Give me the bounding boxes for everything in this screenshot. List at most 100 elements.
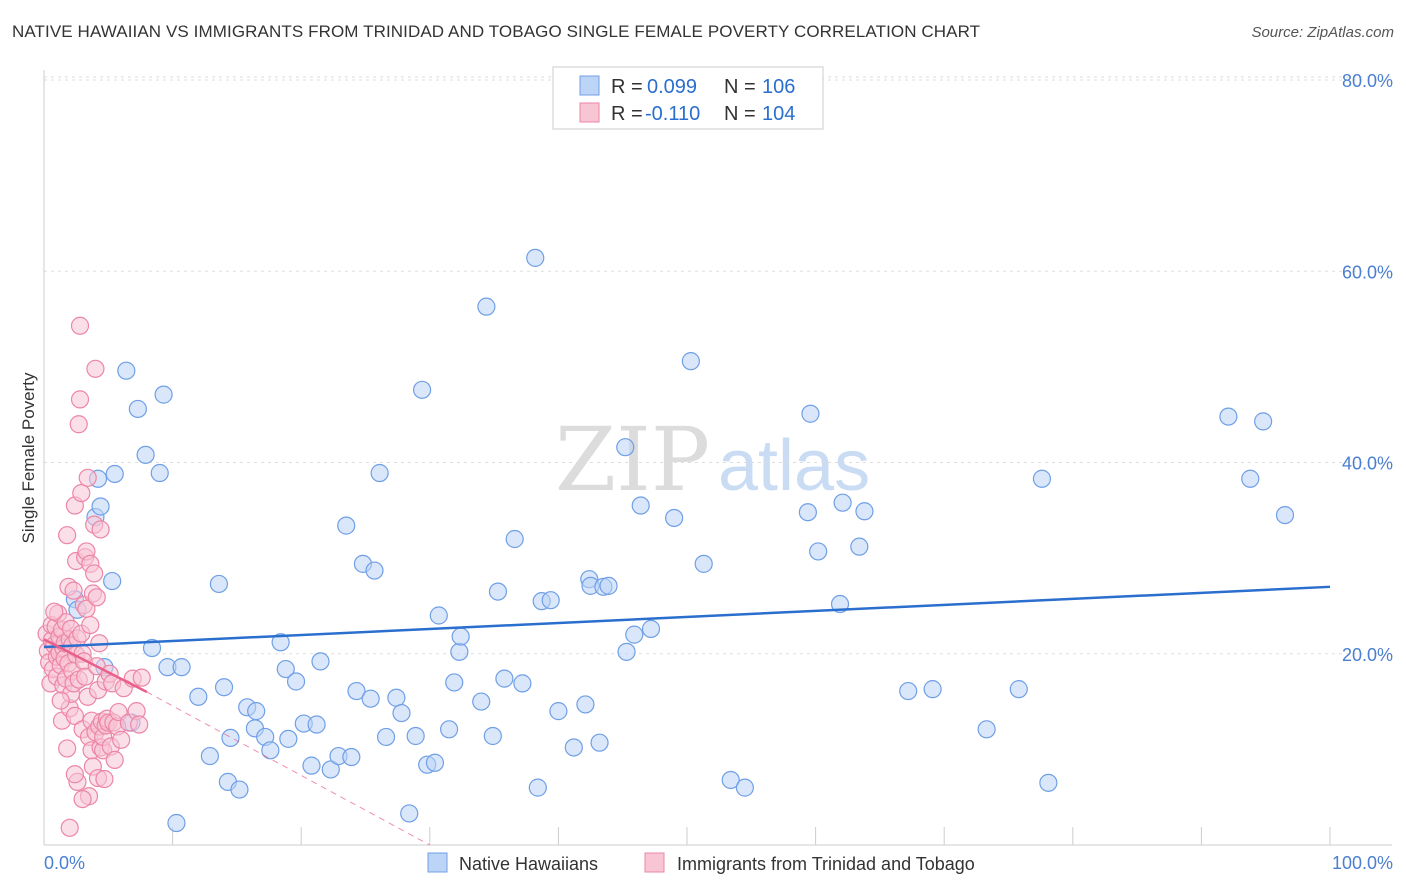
data-point [617,642,636,661]
data-point [665,508,684,528]
data-point [132,668,151,687]
data-point [681,352,700,371]
data-point [450,642,469,661]
data-point [105,750,124,769]
data-point [321,760,340,779]
data-point [631,496,650,515]
data-point [477,297,496,316]
data-point [899,681,918,701]
data-point [361,689,380,708]
data-point [625,625,644,644]
data-point [51,691,70,710]
data-point [541,591,560,610]
data-point [261,741,280,760]
data-point [721,770,740,790]
data-point [311,652,330,671]
source-label: Source: ZipAtlas.com [1251,24,1394,41]
data-point [370,463,389,483]
trend-lines [43,585,1331,846]
data-point [60,818,79,837]
chart-title: NATIVE HAWAIIAN VS IMMIGRANTS FROM TRINI… [12,22,981,41]
data-point [78,468,97,487]
data-point [130,715,149,734]
y-tick-label: 60.0% [1342,262,1393,282]
data-point [307,715,326,734]
data-point [526,248,545,267]
data-point [95,769,114,789]
data-point [286,672,306,691]
data-point [136,445,155,464]
data-point [590,733,609,752]
data-point [276,659,295,679]
data-point [495,669,514,688]
legend-swatch-blue [579,75,600,96]
data-point [337,516,356,535]
x-ticks [172,827,1331,845]
data-point [58,739,77,758]
trend-line-trinidad-tobago [43,638,148,694]
data-point [406,726,425,746]
x-tick-label-min: 0.0% [44,853,85,873]
data-point [73,789,92,809]
data-point [103,571,122,591]
legend-n-value-1: 106 [762,76,795,98]
data-point [65,765,84,784]
data-point [833,493,852,512]
data-point [801,404,820,423]
data-point [923,680,942,699]
data-point [172,658,191,677]
data-point [105,464,124,484]
data-point [472,692,491,711]
data-point [616,438,635,457]
data-point [142,638,162,658]
legend-r-value-1: 0.099 [647,76,697,98]
data-point [439,720,459,739]
data-point [365,561,384,580]
data-point [81,615,100,635]
data-point [214,678,234,697]
data-point [347,681,366,701]
data-point [342,747,361,767]
data-point [483,726,502,746]
data-point [221,728,240,748]
data-point [1275,505,1295,525]
trend-line-trinidad-tobago-extrapolated [146,691,431,846]
data-point [117,361,136,380]
data-point [128,399,147,419]
data-point [167,813,186,833]
data-point [429,606,448,625]
data-point [76,667,95,686]
watermark-zip: ZIP [555,408,710,511]
data-point [830,594,850,614]
data-point [209,574,228,594]
data-point [694,554,713,573]
bottom-legend-label-pink: Immigrants from Trinidad and Tobago [677,854,975,874]
data-point [599,576,618,595]
data-point [392,703,411,723]
legend-n-label-2: N = [724,103,756,125]
data-point [505,529,524,549]
watermark: ZIP atlas [555,408,870,511]
data-point [376,727,396,747]
data-point [855,502,874,521]
data-point [1254,412,1273,431]
data-point [58,526,77,545]
legend-n-label-1: N = [724,76,756,98]
x-tick-label-max: 100.0% [1332,853,1393,873]
correlation-legend: R = 0.099 N = 106 R = -0.110 N = 104 [552,66,824,130]
data-point [445,673,464,692]
data-point [977,720,996,739]
data-point [641,619,661,638]
legend-r-value-2: -0.110 [645,103,700,125]
data-point [65,706,84,726]
bottom-legend-swatch-blue [427,852,448,873]
data-point [64,581,83,600]
data-point [809,542,828,561]
data-point [91,520,110,539]
y-axis-label: Single Female Poverty [19,372,38,544]
data-point [72,484,91,503]
legend-r-label-1: R = [611,76,643,98]
data-point [564,738,583,757]
data-point [488,582,508,601]
bottom-legend-swatch-pink [644,852,665,873]
